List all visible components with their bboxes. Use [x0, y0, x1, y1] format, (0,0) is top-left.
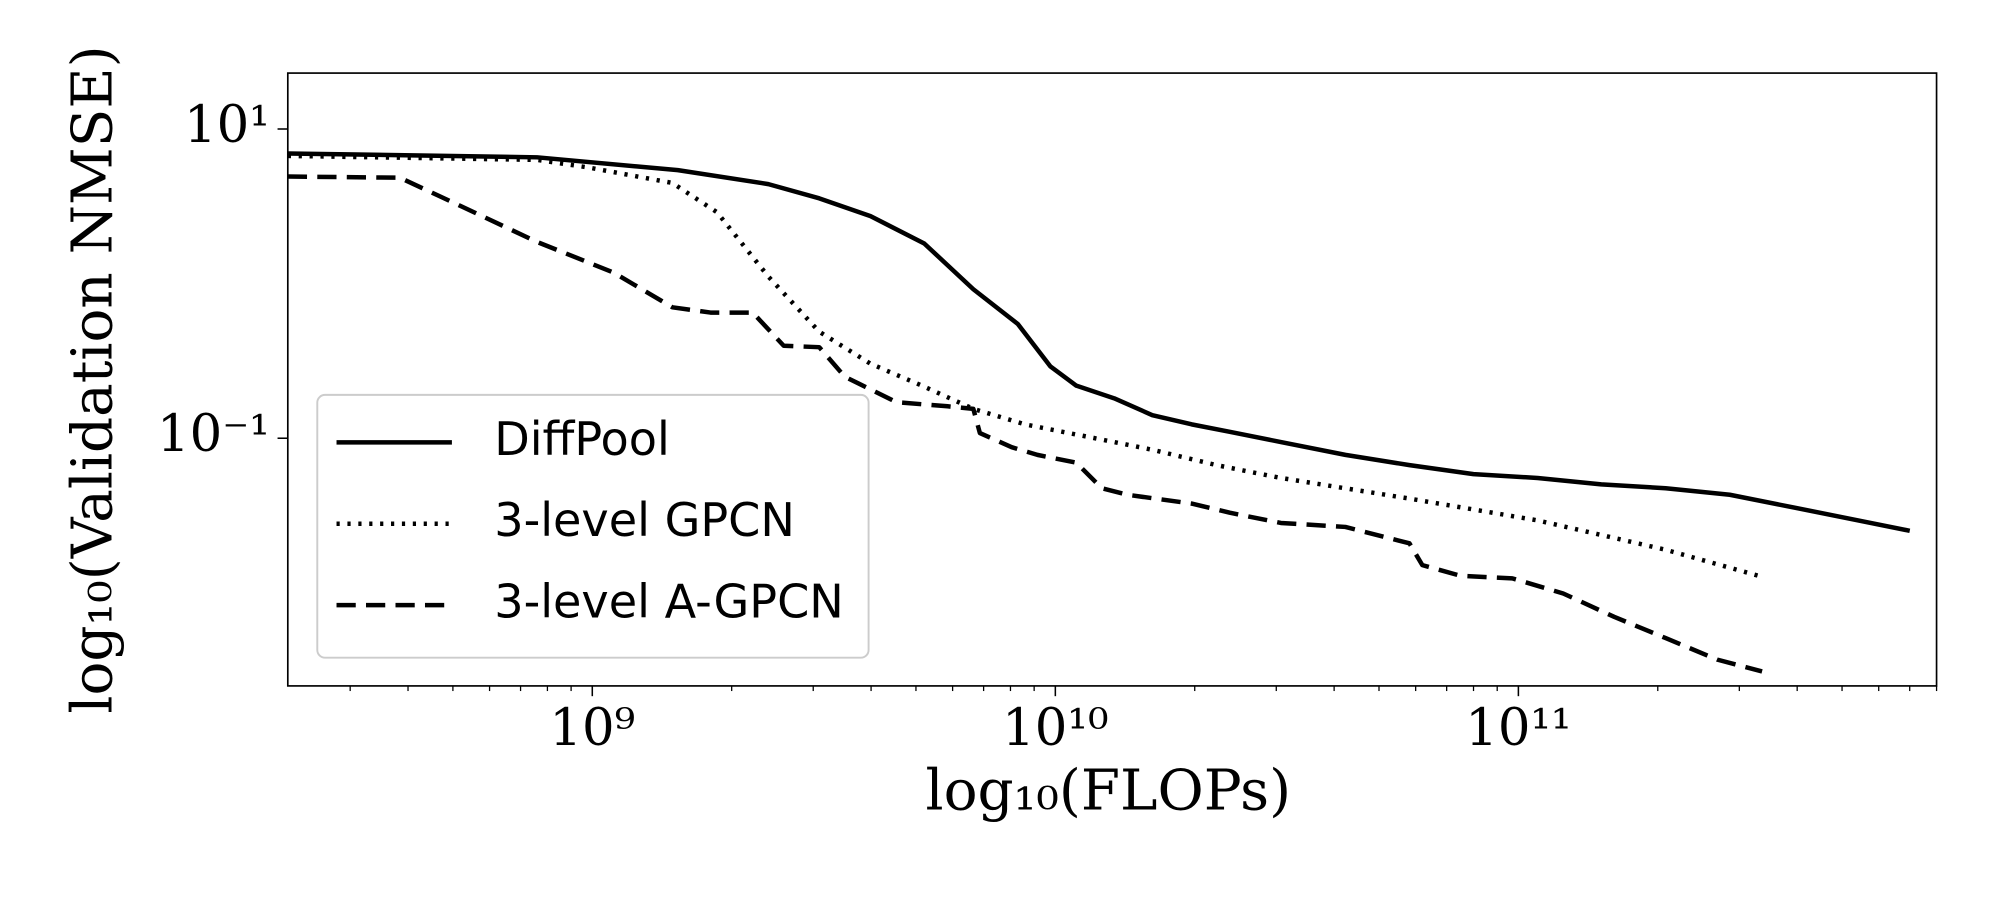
legend-label: 3-level A-GPCN — [494, 575, 844, 629]
x-tick-label: 10¹⁰ — [1002, 698, 1108, 758]
line-series — [287, 151, 1911, 533]
legend-label: 3-level GPCN — [494, 493, 795, 547]
y-axis-label: log₁₀(Validation NMSE) — [60, 45, 125, 713]
legend: DiffPool 3-level GPCN 3-level A-GPCN — [316, 393, 870, 659]
y-tick-label: 10¹ — [184, 95, 270, 155]
x-axis-label: log₁₀(FLOPs) — [926, 758, 1292, 823]
plot-frame — [286, 72, 1938, 687]
y-tick-label: 10⁻¹ — [157, 404, 270, 464]
x-tick-label: 10¹¹ — [1465, 698, 1571, 758]
legend-label: DiffPool — [494, 412, 670, 466]
x-tick-label: 10⁹ — [549, 698, 635, 758]
legend-box — [316, 393, 870, 659]
line-series — [287, 174, 1763, 674]
